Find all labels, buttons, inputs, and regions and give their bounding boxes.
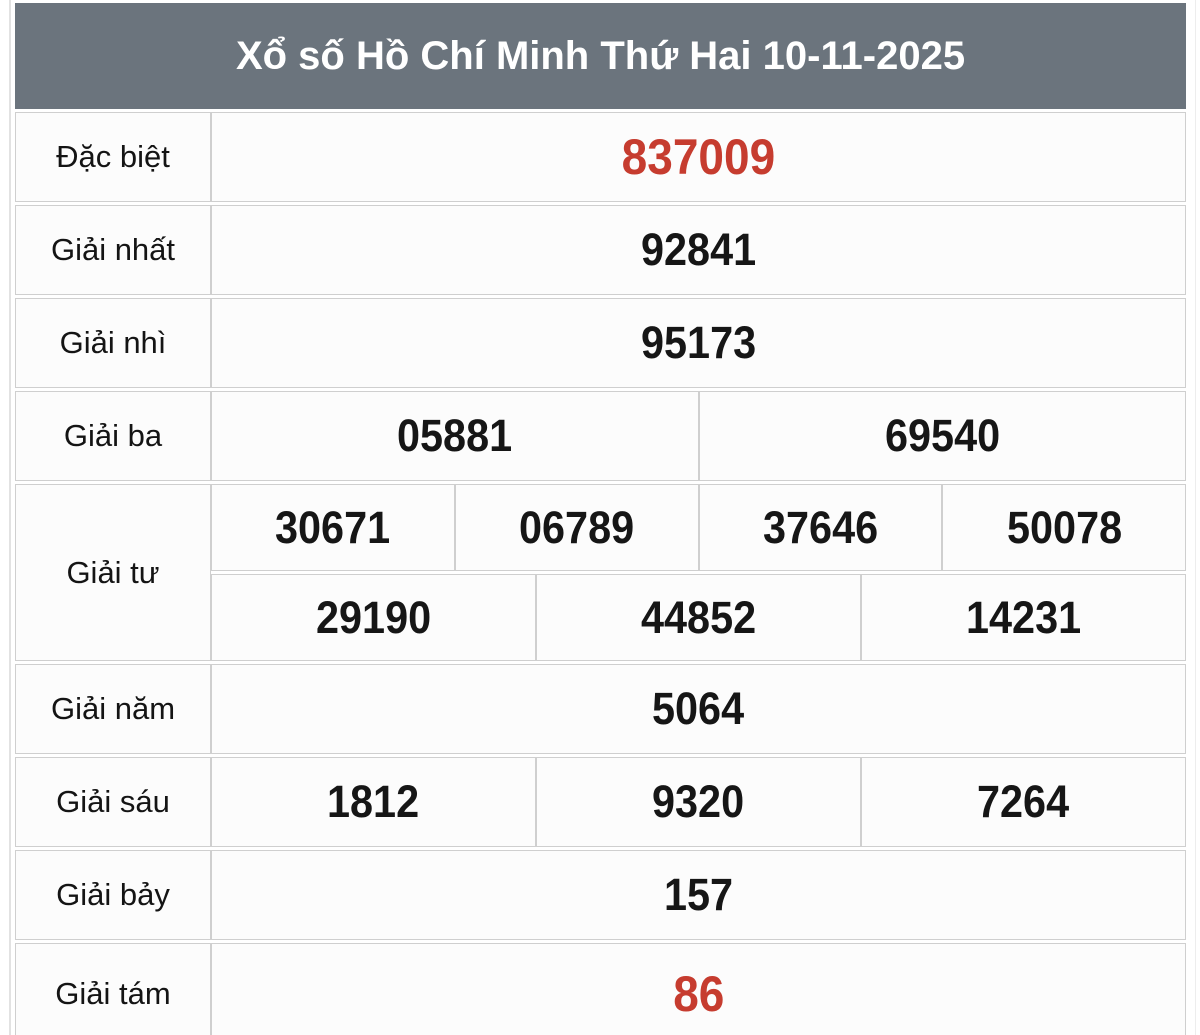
prize-label-dac-biet: Đặc biệt	[15, 112, 211, 202]
prize-row-giai-tu-2: 29190 44852 14231	[15, 574, 1186, 661]
prize-number: 92841	[640, 224, 757, 275]
prize-row-giai-nam: Giải năm 5064	[15, 664, 1186, 754]
prize-label-giai-sau: Giải sáu	[15, 757, 211, 847]
prize-row-dac-biet: Đặc biệt 837009	[15, 112, 1186, 202]
prize-value-eighth: 86	[211, 943, 1186, 1035]
prize-number: 50078	[1006, 501, 1122, 553]
prize-number: 95173	[640, 317, 757, 368]
page-edge-line-right	[1195, 0, 1196, 1035]
prize-row-giai-ba: Giải ba 05881 69540	[15, 391, 1186, 481]
prize-value-sixth-2: 9320	[536, 757, 861, 847]
prize-number: 9320	[652, 776, 745, 827]
prize-number: 5064	[652, 683, 745, 734]
prize-row-giai-sau: Giải sáu 1812 9320 7264	[15, 757, 1186, 847]
prize-label-giai-nam: Giải năm	[15, 664, 211, 754]
prize-label-giai-ba: Giải ba	[15, 391, 211, 481]
prize-value-fourth-4: 50078	[942, 484, 1186, 571]
prize-value-fourth-6: 44852	[536, 574, 861, 661]
prize-number: 14231	[965, 591, 1082, 643]
prize-number: 1812	[327, 776, 420, 827]
prize-number: 86	[672, 966, 725, 1022]
prize-value-sixth-3: 7264	[861, 757, 1186, 847]
prize-value-third-1: 05881	[211, 391, 699, 481]
prize-row-giai-nhat: Giải nhất 92841	[15, 205, 1186, 295]
prize-value-second: 95173	[211, 298, 1186, 388]
prize-value-fourth-3: 37646	[698, 484, 943, 571]
prize-number: 37646	[762, 501, 878, 553]
lottery-results-table: Xổ số Hồ Chí Minh Thứ Hai 10-11-2025 Đặc…	[15, 0, 1186, 1035]
prize-row-giai-bay: Giải bảy 157	[15, 850, 1186, 940]
prize-value-third-2: 69540	[698, 391, 1186, 481]
prize-value-fourth-2: 06789	[454, 484, 699, 571]
prize-number: 7264	[977, 776, 1070, 827]
prize-number: 05881	[397, 410, 513, 461]
prize-row-giai-tam: Giải tám 86	[15, 943, 1186, 1035]
prize-number: 44852	[640, 591, 757, 643]
prize-label-giai-tu: Giải tư	[15, 484, 211, 661]
prize-number: 69540	[884, 410, 1000, 461]
prize-value-fifth: 5064	[211, 664, 1186, 754]
prize-value-seventh: 157	[211, 850, 1186, 940]
prize-number: 837009	[621, 129, 776, 185]
prize-label-giai-nhat: Giải nhất	[15, 205, 211, 295]
prize-value-fourth-1: 30671	[211, 484, 455, 571]
prize-value-fourth-5: 29190	[211, 574, 536, 661]
prize-label-giai-bay: Giải bảy	[15, 850, 211, 940]
prize-label-giai-tam: Giải tám	[15, 943, 211, 1035]
prize-value-fourth-7: 14231	[861, 574, 1186, 661]
prize-number: 29190	[315, 591, 432, 643]
prize-number: 30671	[275, 501, 391, 553]
prize-value-special: 837009	[211, 112, 1186, 202]
table-header-row: Xổ số Hồ Chí Minh Thứ Hai 10-11-2025	[15, 3, 1186, 109]
prize-number: 157	[663, 869, 734, 920]
prize-value-sixth-1: 1812	[211, 757, 536, 847]
prize-value-first: 92841	[211, 205, 1186, 295]
prize-row-giai-nhi: Giải nhì 95173	[15, 298, 1186, 388]
page-edge-line-left	[9, 0, 11, 1035]
page-title: Xổ số Hồ Chí Minh Thứ Hai 10-11-2025	[15, 3, 1186, 109]
prize-number: 06789	[519, 501, 635, 553]
prize-row-giai-tu-1: Giải tư 30671 06789 37646 50078	[15, 484, 1186, 661]
prize-label-giai-nhi: Giải nhì	[15, 298, 211, 388]
